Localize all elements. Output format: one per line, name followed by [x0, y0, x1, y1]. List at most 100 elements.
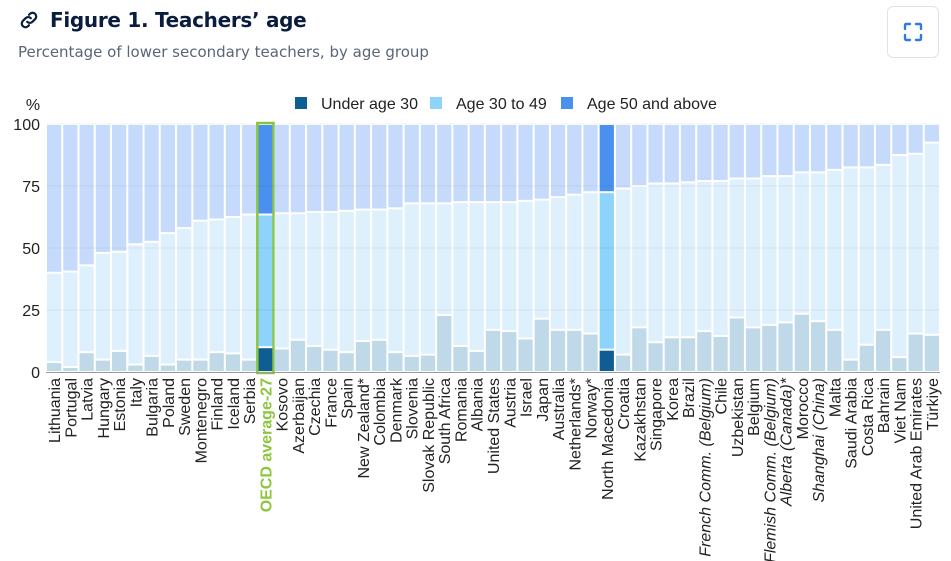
bar-age-50-plus	[144, 125, 159, 241]
bar-under-30	[323, 350, 338, 371]
x-tick-label: Slovenia	[405, 378, 422, 439]
bar-age-50-plus	[453, 125, 468, 202]
bar-under-30	[632, 328, 647, 371]
bar-age-30-49	[274, 214, 289, 348]
x-tick-label: Uzbekistan	[730, 378, 747, 457]
bar-under-30	[128, 365, 143, 371]
x-tick-label: Kosovo	[275, 378, 292, 431]
legend-swatch	[561, 97, 573, 109]
bar-under-30	[875, 330, 891, 371]
bar-age-30-49	[128, 245, 143, 364]
bar-age-30-49	[794, 173, 809, 313]
x-tick-label: Italy	[128, 378, 145, 407]
bar-age-50-plus	[502, 125, 517, 202]
bar-age-50-plus	[404, 125, 419, 203]
x-tick-label: South Africa	[437, 378, 454, 464]
bar-under-30	[485, 330, 501, 371]
bar-age-30-49	[713, 182, 728, 336]
bar-under-30	[615, 355, 631, 371]
bar-age-30-49	[843, 168, 858, 359]
link-icon[interactable]	[18, 9, 40, 31]
expand-button[interactable]	[887, 6, 939, 58]
bar-age-30-49	[355, 210, 371, 340]
x-tick-label: Australia	[551, 378, 568, 440]
bar-age-50-plus	[583, 125, 598, 192]
bar-under-30	[404, 356, 419, 371]
x-tick-label: Estonia	[112, 378, 129, 431]
x-tick-label: Croatia	[616, 378, 633, 430]
bar-under-30	[550, 330, 566, 371]
bar-under-30	[437, 315, 452, 371]
bar-age-50-plus	[729, 125, 744, 178]
bar-age-50-plus	[778, 125, 793, 176]
bar-age-50-plus	[274, 125, 289, 213]
bar-age-50-plus	[908, 125, 923, 153]
bar-age-30-49	[242, 215, 257, 359]
bar-age-50-plus	[47, 125, 62, 272]
bar-under-30	[95, 360, 111, 371]
bar-under-30	[453, 346, 468, 371]
bar-age-30-49	[209, 220, 224, 352]
x-tick-label: Bahrain	[876, 378, 893, 433]
bar-under-30	[193, 360, 208, 371]
bar-age-50-plus	[177, 125, 192, 228]
bar-age-50-plus	[209, 125, 224, 219]
x-tick-label: France	[323, 378, 340, 428]
figure-subtitle: Percentage of lower secondary teachers, …	[18, 43, 429, 61]
bar-under-30	[355, 342, 371, 371]
x-tick-label: Shanghai (China)	[811, 378, 828, 503]
bar-age-50-plus	[469, 125, 484, 202]
bar-age-30-49	[372, 210, 387, 339]
x-tick-label: Norway*	[584, 378, 601, 438]
bar-under-30	[745, 328, 761, 371]
bar-age-30-49	[290, 214, 306, 339]
bar-under-30	[697, 332, 712, 371]
bar-under-30	[63, 368, 78, 371]
bar-age-30-49	[534, 200, 549, 318]
x-tick-label: Japan	[535, 378, 552, 422]
bar-under-30	[47, 363, 62, 371]
bar-age-30-49	[908, 154, 923, 333]
x-tick-label: Korea	[665, 378, 682, 421]
bar-age-30-49	[924, 143, 939, 334]
bar-under-30	[225, 354, 241, 371]
bar-age-50-plus	[664, 125, 679, 183]
bar-age-50-plus	[258, 125, 273, 214]
bar-under-30	[258, 348, 273, 371]
x-tick-label: Slovak Republic	[421, 378, 438, 493]
x-tick-label: Czechia	[307, 378, 324, 436]
bar-under-30	[729, 318, 744, 371]
bar-age-50-plus	[567, 125, 582, 194]
bar-age-30-49	[875, 165, 891, 329]
bar-age-30-49	[225, 218, 241, 353]
bar-age-50-plus	[859, 125, 874, 167]
y-tick-label: 0	[31, 365, 40, 382]
x-tick-label: French Comm. (Belgium)	[697, 378, 714, 557]
x-tick-label: Brazil	[681, 378, 698, 418]
bar-age-50-plus	[307, 125, 322, 212]
bar-age-50-plus	[648, 125, 663, 183]
bar-age-30-49	[404, 204, 419, 355]
x-tick-label: Belgium	[746, 378, 763, 436]
bar-age-30-49	[632, 187, 647, 327]
x-tick-label: Romania	[453, 378, 470, 442]
bar-under-30	[274, 349, 289, 371]
bar-under-30	[567, 330, 582, 371]
bar-age-50-plus	[843, 125, 858, 167]
bar-under-30	[502, 332, 517, 371]
bar-under-30	[534, 319, 549, 371]
bar-age-50-plus	[680, 125, 696, 182]
x-tick-label: Türkiye	[925, 378, 942, 431]
bar-age-50-plus	[632, 125, 647, 185]
bar-age-50-plus	[875, 125, 891, 164]
bar-under-30	[908, 334, 923, 371]
bar-age-50-plus	[745, 125, 761, 178]
bar-age-50-plus	[63, 125, 78, 271]
bar-age-30-49	[599, 193, 614, 349]
x-tick-label: United Arab Emirates	[909, 378, 926, 529]
x-tick-label: United States	[486, 378, 503, 474]
bar-age-50-plus	[225, 125, 241, 216]
x-tick-label: Austria	[502, 378, 519, 428]
bar-under-30	[810, 322, 826, 371]
bar-age-30-49	[47, 273, 62, 362]
